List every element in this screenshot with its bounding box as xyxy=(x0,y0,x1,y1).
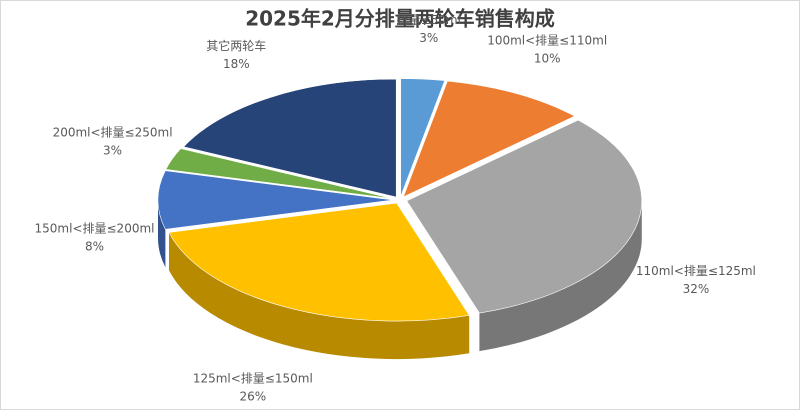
slice xyxy=(168,202,470,322)
value-label: 18% xyxy=(223,57,250,71)
slice xyxy=(183,78,397,198)
slice-side xyxy=(479,200,642,352)
category-label: 110ml<排量≤125ml xyxy=(636,264,756,278)
category-label: 125ml<排量≤150ml xyxy=(193,371,313,385)
category-label: 其它两轮车 xyxy=(206,38,266,53)
slice xyxy=(157,170,394,230)
slice-side xyxy=(158,200,166,268)
value-label: 3% xyxy=(419,31,438,45)
value-label: 3% xyxy=(103,144,122,158)
pie-sides xyxy=(158,200,642,360)
chart-title: 2025年2月分排量两轮车销售构成 xyxy=(245,7,555,31)
slice xyxy=(165,148,394,200)
category-label: 200ml<排量≤250ml xyxy=(53,126,173,140)
value-label: 26% xyxy=(239,389,266,403)
category-label: 150ml<排量≤200ml xyxy=(35,222,155,236)
pie-tops xyxy=(157,78,643,322)
category-label: 100ml<排量≤110ml xyxy=(487,34,607,48)
value-label: 8% xyxy=(85,240,104,254)
category-label: 排量≤50ml xyxy=(397,13,461,27)
slice xyxy=(400,78,446,197)
slice-side xyxy=(169,232,470,360)
value-label: 10% xyxy=(534,52,561,66)
slice xyxy=(402,80,576,198)
value-label: 32% xyxy=(683,282,710,296)
slice xyxy=(406,119,643,314)
